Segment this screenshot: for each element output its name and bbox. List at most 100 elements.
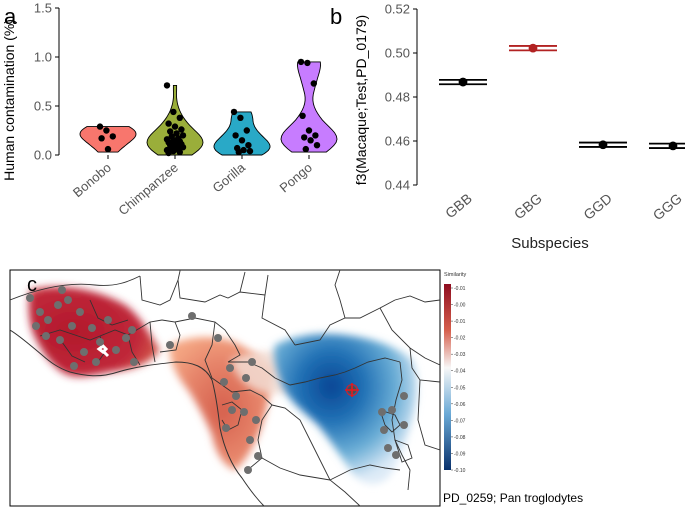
sample-location-dot [252, 416, 260, 424]
a-point-pongo [302, 145, 309, 153]
sample-locations [26, 286, 408, 474]
panel-c-label: c [27, 274, 37, 296]
a-xtick-label-gorilla: Gorilla [210, 159, 249, 195]
panel-b-label: b [330, 4, 342, 29]
white-gap [96, 344, 110, 358]
legend-tick-label: -0.00 [454, 303, 466, 309]
sample-location-dot [64, 296, 72, 304]
legend-tick-label: -0.05 [454, 385, 466, 391]
sample-location-dot [388, 406, 396, 414]
a-point-chimpanzee [165, 149, 172, 157]
sample-location-dot [58, 286, 66, 294]
b-point-ggg [668, 141, 678, 151]
a-point-gorilla [232, 132, 239, 139]
a-point-chimpanzee [179, 144, 187, 151]
map-caption: PD_0259; Pan troglodytes [443, 491, 583, 505]
coastline [10, 329, 265, 506]
similarity-legend: Similarity -0.01-0.00-0.01-0.02-0.03-0.0… [444, 272, 467, 474]
a-point-chimpanzee [163, 82, 171, 89]
a-point-gorilla [240, 146, 247, 154]
sample-location-dot [92, 358, 100, 366]
panel-c-similarity-map: c Similarity -0.01-0.00-0.01-0.02-0.03-0… [9, 269, 583, 507]
sample-location-dot [214, 334, 222, 342]
a-point-gorilla [246, 147, 254, 155]
a-point-pongo [299, 112, 306, 120]
legend-tick-label: -0.01 [454, 319, 466, 325]
a-point-chimpanzee [171, 123, 179, 130]
panel-a-y-axis-title: Human contamination (%) [1, 19, 17, 181]
map-content [10, 270, 440, 506]
sample-location-dot [222, 424, 230, 432]
legend-tick-label: -0.08 [454, 435, 466, 441]
a-point-pongo [305, 127, 313, 134]
sample-location-dot [96, 338, 104, 346]
sample-location-dot [56, 336, 64, 344]
sample-location-dot [378, 408, 386, 416]
b-point-gbb [458, 77, 468, 87]
sample-location-dot [246, 436, 254, 444]
sample-location-dot [248, 358, 256, 366]
b-ytick-label: 0.52 [385, 2, 410, 17]
b-ytick-label: 0.48 [385, 90, 410, 105]
a-point-bonobo [104, 145, 112, 153]
a-point-chimpanzee [178, 126, 185, 133]
legend-tick-label: -0.01 [454, 286, 466, 292]
panel-b-y-axis-title: f3(Macaque;Test,PD_0179) [353, 15, 369, 185]
a-point-chimpanzee [176, 114, 183, 122]
legend-title: Similarity [444, 272, 467, 278]
a-point-gorilla [237, 114, 244, 122]
a-point-pongo [310, 80, 317, 87]
b-xtick-label-gbb: GBB [442, 190, 475, 221]
sample-location-dot [32, 322, 40, 330]
a-point-bonobo [109, 133, 117, 140]
b-point-gbg [528, 43, 538, 53]
a-point-chimpanzee [179, 132, 187, 139]
a-point-chimpanzee [170, 108, 177, 116]
a-point-chimpanzee [167, 128, 174, 135]
panel-a-x-ticks: Bonobo Chimpanzee Gorilla Pongo [70, 155, 315, 218]
legend-tick-label: -0.07 [454, 418, 466, 424]
sample-location-dot [384, 444, 392, 452]
legend-colorbar [444, 284, 451, 470]
target-sample-marker [345, 383, 359, 397]
sample-location-dot [232, 392, 240, 400]
sample-location-dot [166, 341, 174, 349]
sample-location-dot [400, 421, 408, 429]
a-point-gorilla [238, 137, 246, 144]
sample-location-dot [188, 312, 196, 320]
a-point-bonobo [103, 127, 110, 134]
sample-location-dot [240, 408, 248, 416]
panel-b-f3-chart: b f3(Macaque;Test,PD_0179) 0.44 0.46 0.48 0… [330, 2, 685, 252]
panel-b-x-ticks: GBB GBG GGD GGG [442, 190, 685, 223]
sample-location-dot [54, 301, 62, 309]
west-similarity-surface [28, 286, 160, 377]
sample-location-dot [392, 451, 400, 459]
sample-location-dot [228, 406, 236, 414]
a-ytick-label: 1.5 [34, 1, 52, 16]
sample-location-dot [42, 332, 50, 340]
panel-a-violins [79, 61, 338, 156]
a-point-pongo [312, 132, 319, 139]
legend-tick-label: -0.02 [454, 336, 466, 342]
a-xtick-label-bonobo: Bonobo [70, 160, 114, 200]
panel-b-y-ticks: 0.44 0.46 0.48 0.50 0.52 [385, 2, 417, 193]
b-ytick-label: 0.46 [385, 134, 410, 149]
east-similarity-surface [273, 333, 418, 484]
a-ytick-label: 0.5 [34, 99, 52, 114]
a-point-chimpanzee [165, 120, 172, 127]
panel-b-marks [439, 43, 685, 151]
legend-tick-label: -0.09 [454, 451, 466, 457]
sample-location-dot [220, 378, 228, 386]
panel-a-points [96, 58, 321, 157]
a-point-chimpanzee [176, 148, 183, 156]
legend-tick-label: -0.06 [454, 402, 466, 408]
sample-location-dot [104, 316, 112, 324]
b-xtick-label-gbg: GBG [511, 190, 545, 222]
b-ytick-label: 0.44 [385, 178, 410, 193]
b-point-ggd [598, 140, 608, 150]
legend-tick-label: -0.10 [454, 468, 466, 474]
sample-location-dot [68, 322, 76, 330]
a-point-pongo [307, 137, 314, 144]
a-point-pongo [304, 59, 311, 67]
